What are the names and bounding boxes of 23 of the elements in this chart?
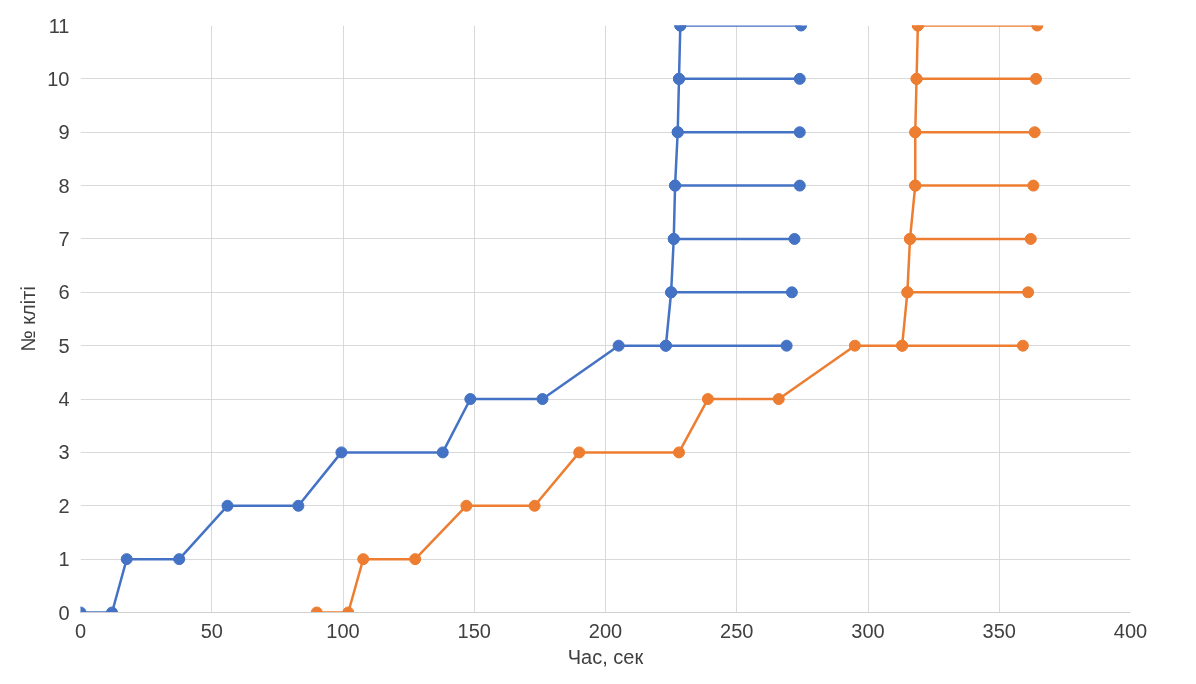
y-tick-label: 2 — [58, 494, 70, 517]
x-tick-label: 0 — [74, 619, 87, 642]
y-tick-label: 7 — [58, 227, 70, 250]
y-tick-label: 1 — [58, 548, 70, 571]
y-tick-label: 9 — [58, 121, 70, 144]
x-tick-label: 350 — [982, 619, 1016, 642]
y-tick-label: 4 — [58, 388, 70, 411]
y-tick-label: 8 — [58, 174, 70, 197]
x-tick-label: 150 — [457, 619, 491, 642]
x-tick-label: 50 — [200, 619, 223, 642]
x-tick-label: 400 — [1113, 619, 1148, 642]
x-tick-label: 250 — [720, 619, 754, 642]
y-tick-label: 10 — [47, 67, 70, 90]
y-tick-label: 3 — [58, 441, 70, 464]
y-tick-label: 5 — [58, 334, 70, 357]
x-axis-title: Час, сек — [567, 645, 644, 668]
x-tick-label: 300 — [851, 619, 885, 642]
y-axis-title: № кліті — [17, 286, 40, 352]
y-tick-label: 11 — [48, 14, 70, 37]
y-tick-label: 6 — [58, 281, 70, 304]
y-tick-label: 0 — [58, 601, 70, 624]
x-tick-label: 200 — [588, 619, 623, 642]
x-tick-label: 100 — [326, 619, 360, 642]
